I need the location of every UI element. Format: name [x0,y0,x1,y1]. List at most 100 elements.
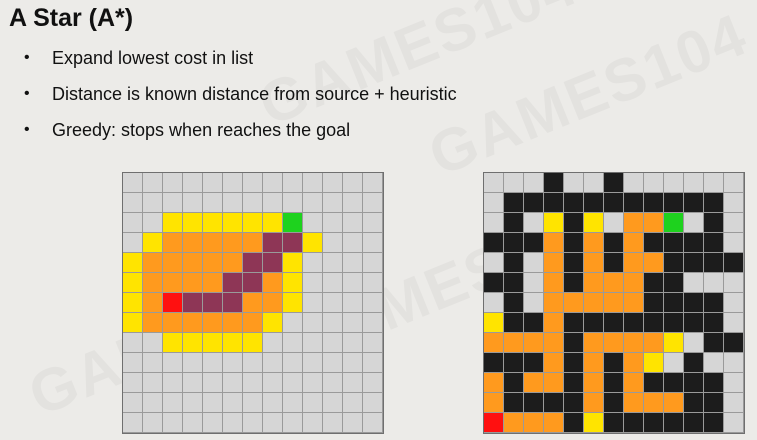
grid-cell-empty [724,313,744,333]
grid-cell-explored [484,393,504,413]
grid-cell-empty [123,393,143,413]
grid-cell-empty [243,353,263,373]
grid-cell-explored [544,273,564,293]
grid-cell-wall [504,293,524,313]
grid-cell-wall [584,193,604,213]
grid-cell-explored [143,253,163,273]
grid-cell-empty [143,213,163,233]
grid-cell-explored [624,293,644,313]
grid-cell-empty [323,313,343,333]
grid-cell-empty [163,413,183,433]
grid-cell-empty [163,193,183,213]
grid-cell-empty [343,193,363,213]
grid-cell-wall [604,413,624,433]
grid-cell-wall [504,233,524,253]
grid-cell-empty [363,353,383,373]
grid-cell-empty [263,193,283,213]
grid-cell-frontier [243,333,263,353]
grid-cell-empty [363,253,383,273]
grid-cell-path [243,273,263,293]
grid-cell-empty [283,373,303,393]
grid-cell-explored [183,313,203,333]
grid-cell-wall [504,373,524,393]
grid-cell-explored [544,233,564,253]
grid-cell-wall [704,413,724,433]
grid-cell-wall [664,253,684,273]
grid-cell-empty [484,173,504,193]
grid-cell-empty [724,293,744,313]
grid-cell-empty [323,273,343,293]
grid-cell-empty [283,313,303,333]
grid-cell-empty [363,213,383,233]
grid-cell-empty [343,253,363,273]
grid-cell-frontier [123,313,143,333]
astar-open-grid [122,172,384,434]
grid-cell-frontier [183,333,203,353]
grid-cell-wall [564,213,584,233]
grid-cell-empty [724,413,744,433]
grid-cell-empty [363,173,383,193]
grid-cell-wall [544,393,564,413]
grid-cell-empty [263,373,283,393]
grid-cell-wall [504,253,524,273]
grid-cell-explored [524,413,544,433]
grid-cell-empty [363,193,383,213]
grid-cell-empty [303,273,323,293]
grid-cell-wall [484,273,504,293]
bullet-item: Greedy: stops when reaches the goal [22,116,457,152]
grid-cell-empty [143,393,163,413]
grid-cell-empty [123,233,143,253]
grid-cell-empty [323,413,343,433]
grid-cell-empty [363,293,383,313]
grid-cell-wall [504,273,524,293]
grid-cell-empty [323,233,343,253]
grid-cell-empty [343,353,363,373]
grid-cell-empty [283,413,303,433]
grid-cell-wall [504,193,524,213]
grid-cell-frontier [644,353,664,373]
grid-cell-explored [544,353,564,373]
grid-cell-explored [484,373,504,393]
grid-cell-empty [203,173,223,193]
grid-cell-wall [564,313,584,333]
grid-cell-empty [263,393,283,413]
grid-cell-wall [504,353,524,373]
grid-cell-explored [604,273,624,293]
grid-cell-explored [243,233,263,253]
grid-cell-empty [243,373,263,393]
grid-cell-empty [183,393,203,413]
grid-cell-explored [604,333,624,353]
grid-cell-empty [484,293,504,313]
grid-cell-explored [624,213,644,233]
grid-cell-wall [704,193,724,213]
grid-cell-wall [624,413,644,433]
grid-cell-wall [604,353,624,373]
grid-cell-empty [504,173,524,193]
grid-cell-explored [163,253,183,273]
grid-cell-wall [684,413,704,433]
grid-cell-frontier [584,413,604,433]
grid-cell-empty [524,173,544,193]
grid-cell-empty [243,193,263,213]
grid-cell-wall [684,233,704,253]
grid-cell-empty [123,373,143,393]
grid-cell-frontier [203,333,223,353]
grid-cell-wall [684,193,704,213]
grid-cell-explored [644,393,664,413]
grid-cell-explored [644,253,664,273]
grid-cell-frontier [123,293,143,313]
grid-cell-wall [604,193,624,213]
grid-cell-start [163,293,183,313]
grid-cell-frontier [203,213,223,233]
grid-cell-path [263,253,283,273]
grid-cell-empty [343,273,363,293]
grid-cell-wall [564,333,584,353]
grid-cell-wall [564,393,584,413]
grid-cell-frontier [163,333,183,353]
grid-cell-empty [343,233,363,253]
grid-cell-empty [704,353,724,373]
grid-cell-wall [664,413,684,433]
grid-cell-explored [584,373,604,393]
grid-cell-explored [524,373,544,393]
grid-cell-empty [664,353,684,373]
